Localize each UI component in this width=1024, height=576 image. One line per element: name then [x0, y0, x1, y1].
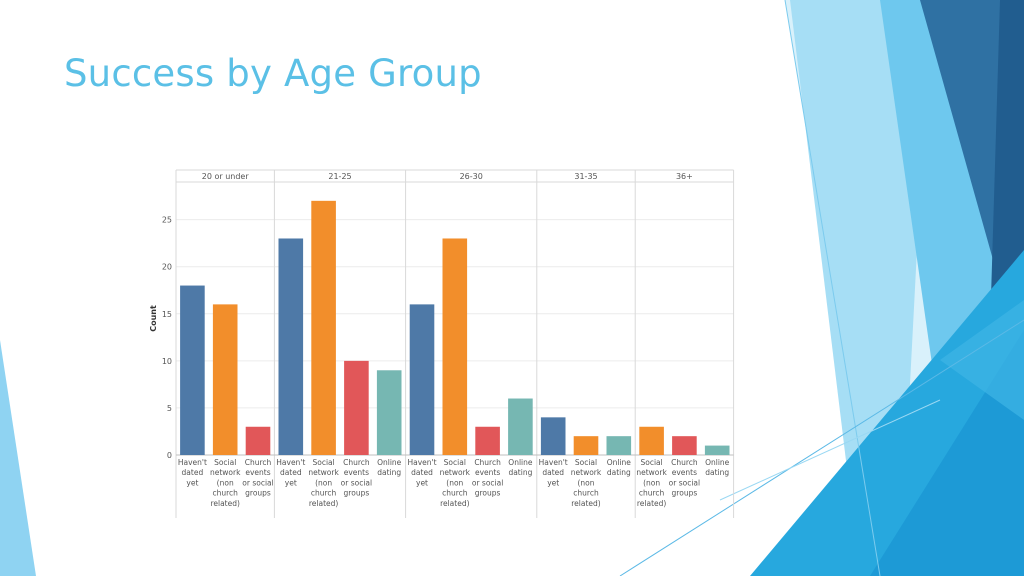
x-category-label: Online dating	[705, 458, 730, 477]
y-tick-label: 5	[167, 404, 172, 413]
panel-header-label: 21-25	[328, 172, 351, 181]
x-category-label: Social network (non church related)	[636, 458, 667, 508]
x-category-label: Social network (non church related)	[440, 458, 471, 508]
x-category-label: Social network (non church related)	[571, 458, 602, 508]
bar	[639, 426, 664, 455]
bar	[606, 436, 632, 455]
x-category-label: Haven't dated yet	[539, 458, 568, 487]
panel-header-label: 20 or under	[202, 172, 250, 181]
panel-header-label: 31-35	[574, 172, 597, 181]
y-tick-label: 20	[162, 263, 172, 272]
decor-line-2	[619, 319, 1024, 576]
bar	[475, 426, 500, 455]
bar	[344, 360, 369, 455]
x-category-label: Social network (non church related)	[308, 458, 339, 508]
x-category-label: Church events or social groups	[669, 458, 700, 498]
bar	[376, 370, 402, 455]
x-category-label: Haven't dated yet	[178, 458, 207, 487]
bar	[180, 285, 205, 455]
y-axis-label: Count	[149, 305, 158, 332]
slide-title: Success by Age Group	[64, 52, 482, 95]
bar	[278, 238, 304, 455]
x-category-label: Online dating	[377, 458, 402, 477]
x-category-label: Haven't dated yet	[407, 458, 436, 487]
bar	[672, 436, 697, 455]
panel-header-label: 36+	[676, 172, 693, 181]
y-tick-label: 25	[162, 216, 172, 225]
bar	[442, 238, 468, 455]
x-category-label: Online dating	[508, 458, 533, 477]
bar-chart: 0 5 10 15 20 25 Count 20 or under Haven't dated ye…	[149, 169, 735, 518]
bar	[573, 436, 599, 455]
bar	[704, 445, 730, 455]
bottom-facet-glow	[940, 300, 1024, 420]
x-category-label: Haven't dated yet	[276, 458, 305, 487]
x-category-label: Social network (non church related)	[210, 458, 241, 508]
x-category-label: Online dating	[607, 458, 632, 477]
y-tick-label: 15	[162, 310, 172, 319]
decor-line-3	[719, 399, 941, 501]
bar	[540, 417, 566, 455]
bar	[508, 398, 533, 455]
x-category-label: Church events or social groups	[341, 458, 372, 498]
bar	[409, 304, 435, 455]
y-tick-label: 0	[167, 451, 172, 460]
x-category-label: Church events or social groups	[472, 458, 503, 498]
bar	[245, 426, 271, 455]
bar	[212, 304, 238, 455]
bar	[311, 200, 336, 455]
x-category-label: Church events or social groups	[242, 458, 273, 498]
panel-header-label: 26-30	[460, 172, 483, 181]
y-tick-label: 10	[162, 357, 172, 366]
decor-line-1	[784, 0, 881, 576]
left-accent-shape	[0, 340, 36, 576]
